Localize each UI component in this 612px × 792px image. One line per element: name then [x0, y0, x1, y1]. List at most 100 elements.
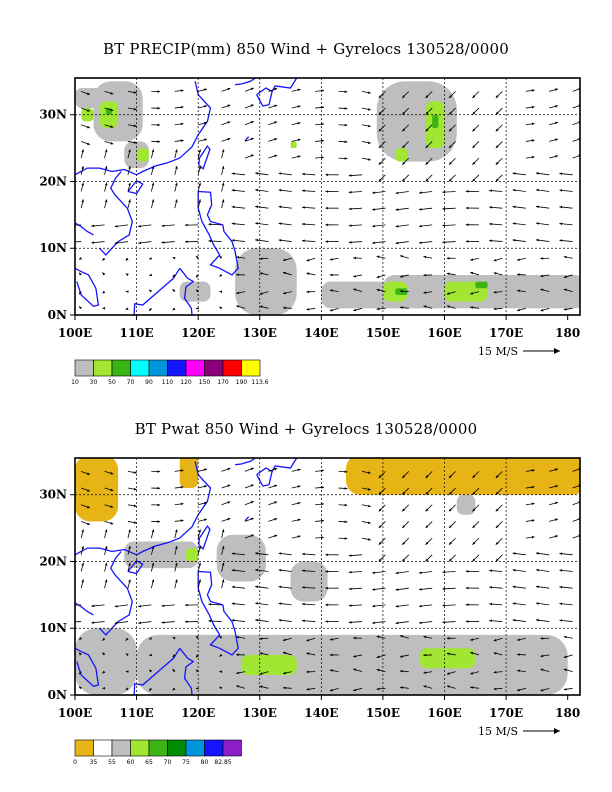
wind-arrow	[75, 224, 82, 226]
wind-arrow-head	[402, 525, 406, 529]
wind-arrow-head	[442, 240, 446, 244]
wind-arrow-head	[425, 145, 429, 149]
wind-arrow-head	[86, 505, 90, 509]
wind-arrow-head	[151, 182, 155, 186]
wind-arrow-head	[321, 122, 324, 126]
wind-arrow-head	[418, 621, 422, 625]
wind-arrow-head	[402, 508, 406, 512]
colorbar-swatch	[167, 739, 187, 757]
wind-arrow-head	[236, 273, 239, 277]
wind-arrow-head	[378, 475, 382, 478]
wind-arrow-head	[78, 291, 82, 295]
wind-arrow-head	[348, 224, 352, 227]
wind-arrow-head	[175, 149, 178, 153]
wind-arrow-head	[512, 568, 516, 572]
wind-arrow-head	[559, 189, 563, 192]
wind-arrow-head	[231, 619, 235, 622]
wind-arrow-head	[353, 288, 357, 292]
wind-arrow-head	[423, 635, 427, 639]
wind-arrow-head	[325, 240, 329, 243]
x-tick-label: 140E	[304, 706, 338, 720]
wind-arrow-head	[536, 205, 539, 209]
wind-arrow-head	[344, 90, 348, 94]
wind-arrow-head	[175, 199, 178, 203]
wind-arrow-head	[86, 489, 90, 492]
wind-arrow-head	[227, 484, 231, 488]
wind-arrow-head	[448, 491, 452, 495]
wind-arrow-head	[227, 518, 231, 521]
wind-arrow-head	[236, 671, 240, 675]
colorbar-swatch	[130, 739, 150, 757]
wind-arrow-head	[472, 161, 476, 165]
wind-arrow-head	[378, 145, 382, 149]
x-tick-label: 180	[555, 326, 580, 340]
wind-arrow-head	[157, 486, 161, 490]
wind-arrow-head	[227, 467, 231, 471]
wind-arrow-head	[493, 652, 497, 655]
wind-arrow-head	[236, 653, 239, 657]
wind-arrow-head	[278, 205, 282, 209]
colorbar-label: 65	[145, 759, 153, 766]
wind-arrow-head	[531, 122, 535, 126]
coastline	[133, 267, 181, 315]
wind-arrow-head	[274, 104, 278, 108]
colorbar-label: 50	[108, 379, 116, 386]
wind-arrow-head	[149, 256, 153, 260]
shaded-field	[432, 114, 439, 129]
x-tick-label: 100E	[58, 326, 92, 340]
colorbar-swatch	[74, 359, 94, 377]
wind-arrow-head	[425, 161, 429, 165]
wind-arrow-head	[282, 651, 286, 655]
wind-arrow-head	[448, 128, 452, 132]
colorbar-swatch	[222, 359, 242, 377]
wind-arrow-head	[425, 178, 429, 182]
colorbar-swatch	[148, 739, 168, 757]
wind-arrow-head	[540, 688, 544, 692]
wind-arrow-head	[138, 621, 142, 625]
wind-arrow-head	[489, 619, 492, 623]
wind-arrow-head	[555, 155, 559, 158]
x-tick-label: 170E	[489, 706, 523, 720]
wind-arrow-head	[442, 190, 446, 194]
wind-arrow-head	[348, 207, 352, 211]
wind-arrow-head	[376, 655, 380, 659]
wind-arrow-head	[512, 188, 516, 192]
wind-arrow-head	[472, 111, 476, 115]
wind-arrow-head	[227, 501, 231, 504]
wind-arrow-head	[425, 111, 429, 115]
wind-arrow-head	[517, 308, 520, 312]
wind-arrow-head	[402, 128, 406, 132]
wind-arrow-head	[321, 89, 324, 93]
wind-arrow-head	[184, 603, 188, 607]
wind-arrow-head	[372, 241, 376, 245]
wind-arrow-head	[517, 638, 520, 641]
wind-arrow-head	[180, 139, 184, 142]
wind-arrow-head	[465, 620, 469, 623]
colorbar-swatch	[93, 359, 113, 377]
wind-arrow-head	[157, 470, 161, 473]
wind-arrow-head	[128, 182, 131, 186]
colorbar-label: 75	[182, 759, 190, 766]
wind-arrow-head	[151, 199, 155, 203]
wind-arrow-head	[423, 291, 427, 294]
wind-arrow-head	[470, 292, 474, 295]
wind-arrow-head	[259, 257, 263, 260]
wind-arrow-head	[301, 206, 305, 209]
wind-arrow-head	[81, 546, 84, 549]
wind-arrow-head	[470, 638, 474, 641]
wind-arrow-head	[372, 571, 376, 575]
wind-arrow-head	[110, 488, 114, 492]
wind-arrow-head	[301, 189, 305, 193]
shaded-field	[185, 548, 199, 562]
coastline	[244, 516, 250, 522]
x-tick-label: 130E	[243, 706, 277, 720]
wind-arrow-head	[301, 172, 305, 176]
coastline	[179, 647, 195, 695]
shaded-field	[136, 148, 149, 162]
wind-arrow-head	[91, 621, 95, 624]
wind-arrow-head	[198, 562, 201, 566]
colorbar-label: 110	[162, 379, 174, 386]
wind-arrow-head	[250, 484, 254, 487]
wind-arrow-head	[195, 274, 199, 278]
wind-arrow-head	[376, 307, 380, 311]
